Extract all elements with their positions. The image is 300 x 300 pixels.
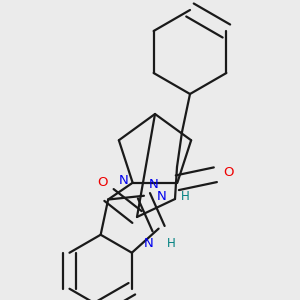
Text: N: N [144,237,154,250]
Text: N: N [157,190,167,203]
Text: H: H [167,237,175,250]
Text: N: N [149,178,159,191]
Text: O: O [98,176,108,189]
Text: N: N [119,174,129,187]
Text: H: H [181,190,190,203]
Text: O: O [223,166,234,179]
